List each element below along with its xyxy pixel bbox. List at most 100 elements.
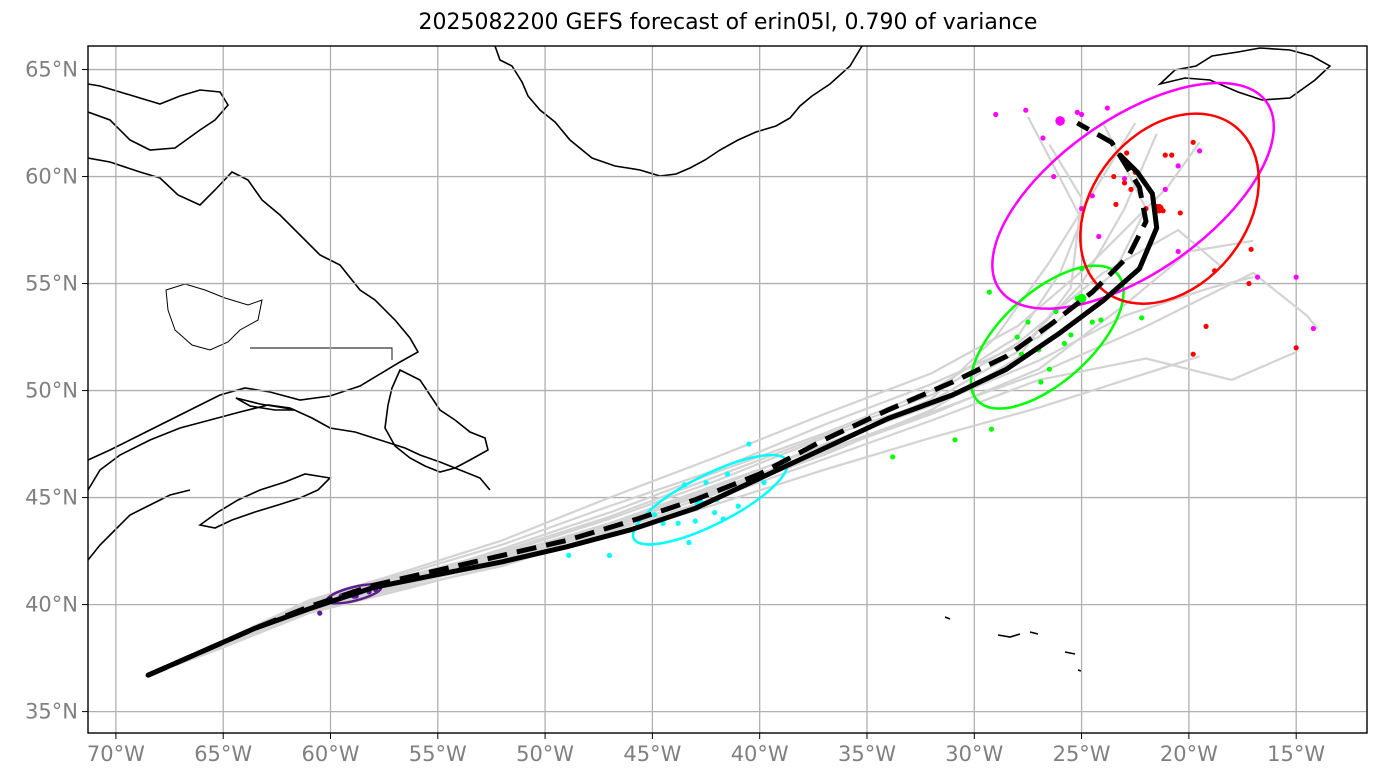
lat-tick-label: 45°N <box>25 486 78 510</box>
gridlines <box>88 46 1367 733</box>
magenta-member-point <box>1254 274 1261 280</box>
red-member-point <box>1203 323 1209 329</box>
green-member-point <box>1098 317 1104 323</box>
red-member-point <box>1162 152 1168 158</box>
newfoundland-coast <box>384 368 489 473</box>
iceland-coast <box>1157 47 1332 101</box>
magenta-member-point <box>1051 173 1057 180</box>
ensemble-track <box>147 350 1297 677</box>
green-member-point <box>1025 319 1031 325</box>
greenland-coast <box>494 46 863 177</box>
magenta-member-point <box>1078 111 1085 118</box>
cyan-member-point <box>566 552 572 558</box>
red-member-point <box>1293 345 1299 351</box>
red-member-point <box>1121 180 1128 186</box>
magenta-member-point <box>1074 109 1080 115</box>
chart-title: 2025082200 GEFS forecast of erin05l, 0.7… <box>418 10 1038 35</box>
magenta-mean-point <box>1055 116 1065 126</box>
green-member-point <box>988 426 995 432</box>
interior-lakes <box>165 283 263 351</box>
red-ellipse <box>1079 112 1261 305</box>
red-member-point <box>1190 351 1196 357</box>
red-member-point <box>1190 139 1196 145</box>
magenta-member-point <box>1197 148 1203 154</box>
lat-tick-label: 60°N <box>25 165 78 189</box>
anticosti <box>235 397 296 411</box>
mean-track-dashed <box>147 120 1149 678</box>
quebec-coast <box>88 404 491 491</box>
lon-tick-label: 55°W <box>409 742 467 766</box>
cyan-member-point <box>681 482 688 488</box>
cyan-member-point <box>724 471 731 477</box>
red-member-point <box>1248 246 1254 252</box>
green-member-point <box>986 289 992 295</box>
green-member-point <box>1014 334 1020 340</box>
lon-tick-label: 35°W <box>838 742 896 766</box>
magenta-member-point <box>1023 107 1029 113</box>
magenta-member-point <box>993 111 999 118</box>
red-member-point <box>1169 152 1175 158</box>
red-member-point <box>1128 186 1134 192</box>
green-member-point <box>1139 315 1145 321</box>
magenta-ellipse <box>991 81 1276 310</box>
plot-frame <box>87 45 1368 734</box>
uncertainty-ellipses <box>317 81 1316 616</box>
red-member-point <box>1111 173 1117 180</box>
lon-tick-label: 65°W <box>194 742 252 766</box>
lat-tick-label: 40°N <box>25 593 78 617</box>
green-member-point <box>1038 379 1044 385</box>
nova-scotia-coast <box>198 473 332 529</box>
green-member-point <box>1078 265 1085 272</box>
labrador-border <box>250 347 393 360</box>
maine-coast <box>88 489 191 561</box>
cyan-member-point <box>692 518 698 524</box>
cyan-member-point <box>686 539 692 546</box>
magenta-member-point <box>1104 105 1110 111</box>
magenta-member-point <box>1162 186 1168 192</box>
red-member-point <box>1246 280 1252 287</box>
labrador-coast <box>88 157 420 461</box>
ensemble-track <box>147 229 1222 677</box>
ensemble-track <box>147 141 1201 677</box>
magenta-member-point <box>1293 274 1299 280</box>
cyan-member-point <box>720 516 726 522</box>
purple-member-point <box>317 610 323 616</box>
magenta-member-point <box>1040 135 1046 141</box>
lon-tick-label: 60°W <box>301 742 359 766</box>
lon-tick-label: 40°W <box>731 742 789 766</box>
green-member-point <box>1061 340 1068 347</box>
red-member-point <box>1113 201 1119 207</box>
lon-tick-label: 15°W <box>1267 742 1325 766</box>
green-member-point <box>1046 366 1052 372</box>
magenta-member-point <box>1175 163 1181 169</box>
cyan-member-point <box>606 552 613 558</box>
red-member-point <box>1177 210 1183 216</box>
green-member-point <box>1053 308 1059 314</box>
cyan-member-point <box>712 509 718 516</box>
magenta-member-point <box>1096 233 1102 240</box>
cyan-member-point <box>703 479 709 486</box>
cyan-member-point <box>746 441 752 447</box>
mean-tracks <box>145 120 1160 678</box>
longitude-labels: 70°W 65°W 60°W 55°W 50°W 45°W 40°W 35°W 30°W 25°W… <box>87 733 1325 766</box>
red-member-point <box>1124 150 1130 156</box>
green-member-point <box>1089 319 1095 325</box>
magenta-member-point <box>1310 325 1316 332</box>
lon-tick-label: 45°W <box>623 742 681 766</box>
mean-track-solid <box>145 152 1160 678</box>
ensemble-tracks <box>147 116 1319 677</box>
lat-tick-label: 55°N <box>25 272 78 296</box>
magenta-member-point <box>1121 176 1128 182</box>
azores <box>944 616 1082 672</box>
lon-tick-label: 70°W <box>87 742 145 766</box>
latitude-labels: 65°N 60°N 55°N 50°N 45°N 40°N 35°N <box>25 58 88 724</box>
green-member-point <box>952 437 958 443</box>
green-mean-point <box>1076 293 1087 304</box>
lat-tick-label: 65°N <box>25 58 78 82</box>
magenta-member-point <box>1175 248 1181 255</box>
cyan-member-point <box>675 520 681 526</box>
lon-tick-label: 50°W <box>516 742 574 766</box>
lat-tick-label: 50°N <box>25 379 78 403</box>
lat-tick-label: 35°N <box>25 700 78 724</box>
